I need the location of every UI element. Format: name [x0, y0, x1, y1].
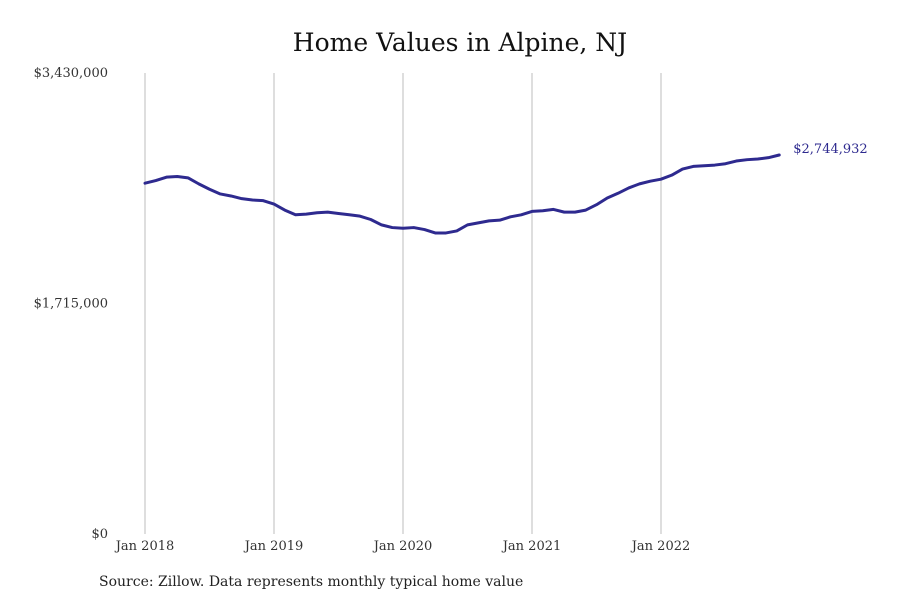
x-tick-label: Jan 2022 [630, 539, 691, 554]
grid-lines [144, 73, 662, 534]
chart-title: Home Values in Alpine, NJ [293, 28, 627, 57]
x-tick-label: Jan 2018 [114, 539, 175, 554]
series-line [143, 153, 781, 235]
x-tick-label: Jan 2020 [372, 539, 433, 554]
y-tick-label: $3,430,000 [34, 66, 108, 81]
series-layer [143, 153, 781, 235]
x-axis: Jan 2018 Jan 2019 Jan 2020 Jan 2021 Jan 2022 [114, 539, 691, 554]
y-tick-label: $0 [91, 527, 108, 542]
y-axis: $0 $1,715,000 $3,430,000 [34, 66, 108, 542]
y-tick-label: $1,715,000 [34, 297, 108, 312]
source-note: Source: Zillow. Data represents monthly … [99, 574, 523, 590]
end-value-label: $2,744,932 [793, 142, 867, 157]
x-tick-label: Jan 2019 [243, 539, 304, 554]
x-tick-label: Jan 2021 [501, 539, 562, 554]
